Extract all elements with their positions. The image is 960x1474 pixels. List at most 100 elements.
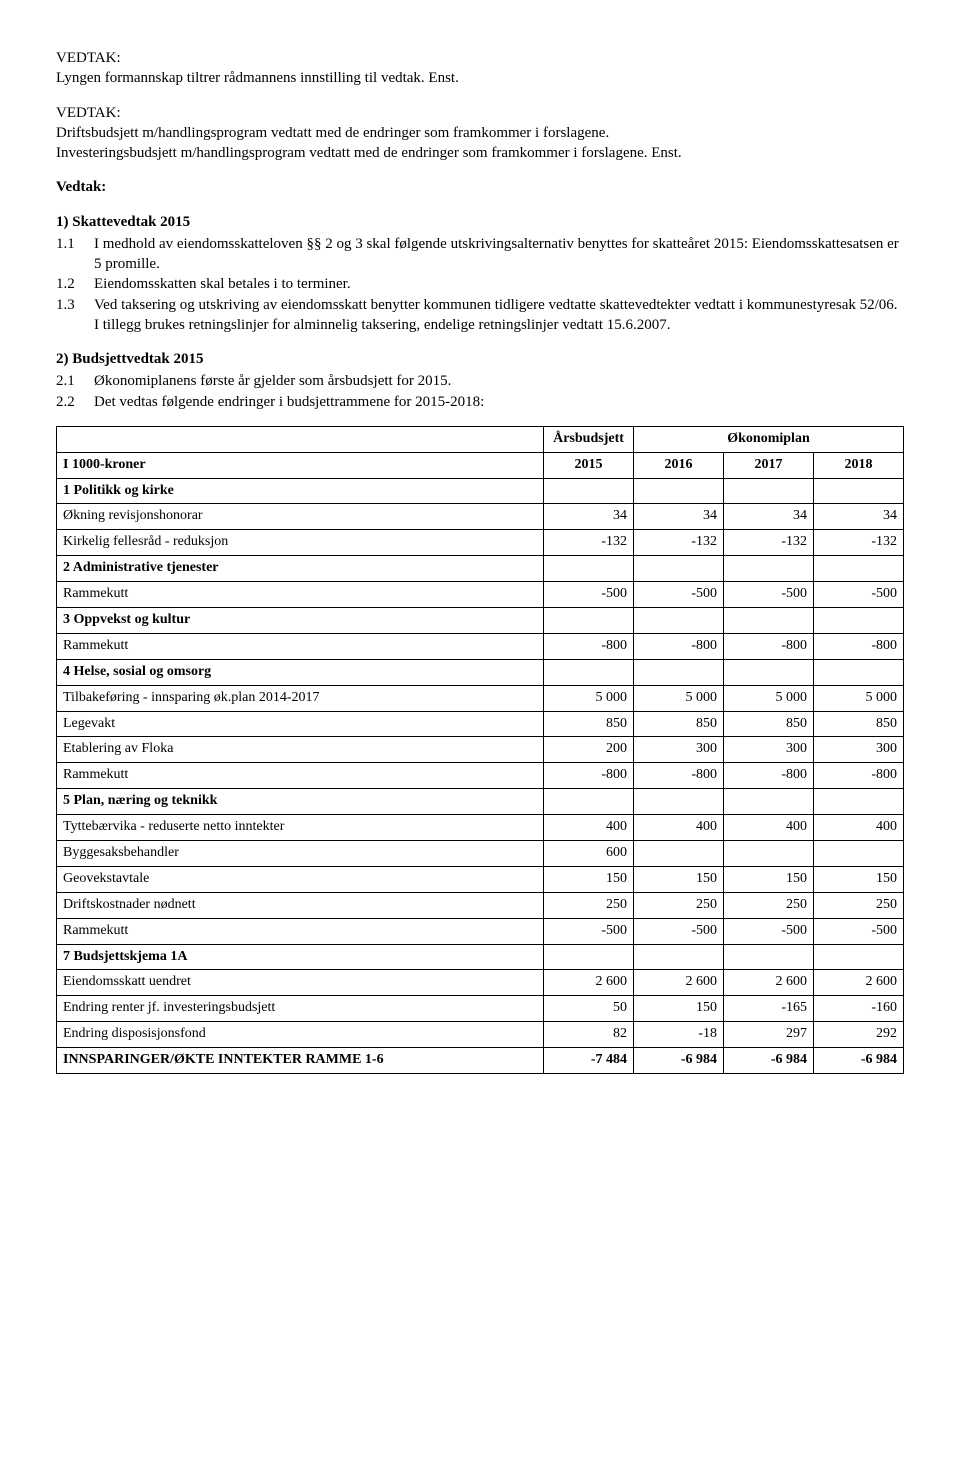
value-cell: -800	[544, 763, 634, 789]
empty-cell	[634, 789, 724, 815]
value-cell: 5 000	[724, 685, 814, 711]
empty-cell	[724, 556, 814, 582]
row-label: Endring renter jf. investeringsbudsjett	[57, 996, 544, 1022]
section-2-items: 2.1 Økonomiplanens første år gjelder som…	[56, 371, 904, 412]
vedtak-block-1: VEDTAK: Lyngen formannskap tiltrer rådma…	[56, 48, 904, 89]
empty-cell	[544, 556, 634, 582]
list-item: 1.1 I medhold av eiendomsskatteloven §§ …	[56, 234, 904, 275]
section-label: 1 Politikk og kirke	[57, 478, 544, 504]
value-cell: -165	[724, 996, 814, 1022]
empty-cell	[544, 478, 634, 504]
empty-cell	[544, 944, 634, 970]
table-row: Endring renter jf. investeringsbudsjett5…	[57, 996, 904, 1022]
section-label: 5 Plan, næring og teknikk	[57, 789, 544, 815]
table-row: Tilbakeføring - innsparing øk.plan 2014-…	[57, 685, 904, 711]
section-label: 4 Helse, sosial og omsorg	[57, 659, 544, 685]
table-row: Rammekutt-500-500-500-500	[57, 918, 904, 944]
empty-cell	[544, 659, 634, 685]
table-row: Rammekutt-800-800-800-800	[57, 633, 904, 659]
row-label: Geovekstavtale	[57, 866, 544, 892]
empty-cell	[634, 659, 724, 685]
value-cell: -132	[814, 530, 904, 556]
value-cell: 400	[634, 815, 724, 841]
empty-cell	[814, 556, 904, 582]
value-cell: 300	[814, 737, 904, 763]
value-cell	[814, 841, 904, 867]
value-cell: -7 484	[544, 1048, 634, 1074]
list-item: 2.1 Økonomiplanens første år gjelder som…	[56, 371, 904, 391]
value-cell: -500	[544, 582, 634, 608]
vedtak-title: VEDTAK:	[56, 103, 904, 123]
table-row: Kirkelig fellesråd - reduksjon-132-132-1…	[57, 530, 904, 556]
empty-cell	[634, 607, 724, 633]
value-cell: 600	[544, 841, 634, 867]
value-cell: 5 000	[544, 685, 634, 711]
value-cell: 300	[724, 737, 814, 763]
value-cell: -500	[814, 918, 904, 944]
item-text: Økonomiplanens første år gjelder som års…	[94, 371, 904, 391]
value-cell: 34	[634, 504, 724, 530]
table-row: 2 Administrative tjenester	[57, 556, 904, 582]
value-cell: -132	[724, 530, 814, 556]
heading-number: 1)	[56, 214, 69, 230]
row-label: Rammekutt	[57, 582, 544, 608]
value-cell: 150	[814, 866, 904, 892]
section-skattevedtak: 1) Skattevedtak 2015 1.1 I medhold av ei…	[56, 212, 904, 336]
table-row: INNSPARINGER/ØKTE INNTEKTER RAMME 1-6-7 …	[57, 1048, 904, 1074]
table-row: Tyttebærvika - reduserte netto inntekter…	[57, 815, 904, 841]
value-cell: 200	[544, 737, 634, 763]
empty-cell	[634, 944, 724, 970]
value-cell: 150	[634, 866, 724, 892]
value-cell: 2 600	[544, 970, 634, 996]
row-label: Legevakt	[57, 711, 544, 737]
header-year: 2015	[544, 452, 634, 478]
value-cell: -132	[544, 530, 634, 556]
table-row: Driftskostnader nødnett250250250250	[57, 892, 904, 918]
value-cell	[634, 841, 724, 867]
value-cell: -800	[634, 763, 724, 789]
value-cell: -500	[634, 918, 724, 944]
section-label: 3 Oppvekst og kultur	[57, 607, 544, 633]
row-label: INNSPARINGER/ØKTE INNTEKTER RAMME 1-6	[57, 1048, 544, 1074]
table-row: Økning revisjonshonorar34343434	[57, 504, 904, 530]
row-label: Kirkelig fellesråd - reduksjon	[57, 530, 544, 556]
table-row: 7 Budsjettskjema 1A	[57, 944, 904, 970]
value-cell: -800	[814, 763, 904, 789]
value-cell: 297	[724, 1022, 814, 1048]
heading-text: Budsjettvedtak 2015	[72, 351, 203, 367]
empty-cell	[634, 556, 724, 582]
empty-cell	[814, 659, 904, 685]
section-heading: 2) Budsjettvedtak 2015	[56, 349, 904, 369]
table-row: 1 Politikk og kirke	[57, 478, 904, 504]
row-label: Etablering av Floka	[57, 737, 544, 763]
header-year: 2017	[724, 452, 814, 478]
table-row: 3 Oppvekst og kultur	[57, 607, 904, 633]
row-label: Rammekutt	[57, 633, 544, 659]
value-cell: 2 600	[814, 970, 904, 996]
value-cell: -500	[634, 582, 724, 608]
empty-cell	[814, 789, 904, 815]
heading-text: Skattevedtak 2015	[72, 214, 190, 230]
value-cell: -800	[814, 633, 904, 659]
section-1-items: 1.1 I medhold av eiendomsskatteloven §§ …	[56, 234, 904, 335]
table-row: Rammekutt-800-800-800-800	[57, 763, 904, 789]
empty-cell	[724, 607, 814, 633]
value-cell: 50	[544, 996, 634, 1022]
empty-cell	[634, 478, 724, 504]
value-cell: 150	[724, 866, 814, 892]
value-cell: -132	[634, 530, 724, 556]
value-cell: 850	[634, 711, 724, 737]
value-cell: 250	[814, 892, 904, 918]
value-cell: 2 600	[634, 970, 724, 996]
item-text: Det vedtas følgende endringer i budsjett…	[94, 392, 904, 412]
vedtak-line: Driftsbudsjett m/handlingsprogram vedtat…	[56, 123, 904, 143]
table-row: Legevakt850850850850	[57, 711, 904, 737]
value-cell: -18	[634, 1022, 724, 1048]
row-label: Tyttebærvika - reduserte netto inntekter	[57, 815, 544, 841]
value-cell: 850	[724, 711, 814, 737]
row-label: Byggesaksbehandler	[57, 841, 544, 867]
value-cell: 400	[814, 815, 904, 841]
table-header-group-row: Årsbudsjett Økonomiplan	[57, 426, 904, 452]
value-cell	[724, 841, 814, 867]
header-unit: I 1000-kroner	[57, 452, 544, 478]
